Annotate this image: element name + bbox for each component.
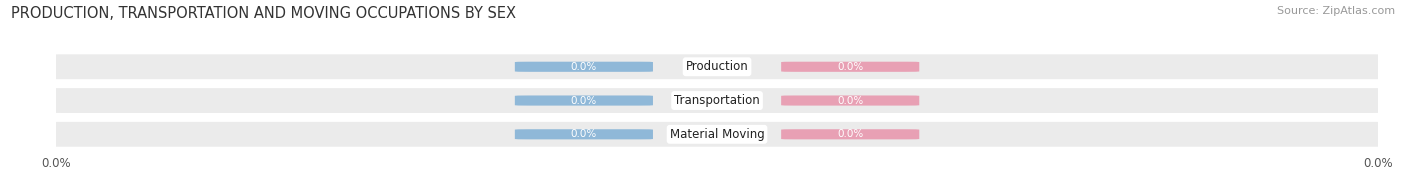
FancyBboxPatch shape: [39, 88, 1395, 113]
Text: 0.0%: 0.0%: [571, 62, 598, 72]
FancyBboxPatch shape: [782, 95, 920, 106]
FancyBboxPatch shape: [515, 95, 652, 106]
Text: 0.0%: 0.0%: [571, 129, 598, 139]
Text: PRODUCTION, TRANSPORTATION AND MOVING OCCUPATIONS BY SEX: PRODUCTION, TRANSPORTATION AND MOVING OC…: [11, 6, 516, 21]
FancyBboxPatch shape: [782, 129, 920, 139]
Text: 0.0%: 0.0%: [837, 62, 863, 72]
Text: Production: Production: [686, 60, 748, 73]
FancyBboxPatch shape: [782, 62, 920, 72]
Text: 0.0%: 0.0%: [571, 95, 598, 105]
Text: 0.0%: 0.0%: [837, 95, 863, 105]
Text: Transportation: Transportation: [675, 94, 759, 107]
FancyBboxPatch shape: [39, 122, 1395, 147]
Text: Material Moving: Material Moving: [669, 128, 765, 141]
FancyBboxPatch shape: [515, 62, 652, 72]
Text: 0.0%: 0.0%: [837, 129, 863, 139]
FancyBboxPatch shape: [39, 54, 1395, 79]
FancyBboxPatch shape: [515, 129, 652, 139]
Text: Source: ZipAtlas.com: Source: ZipAtlas.com: [1277, 6, 1395, 16]
